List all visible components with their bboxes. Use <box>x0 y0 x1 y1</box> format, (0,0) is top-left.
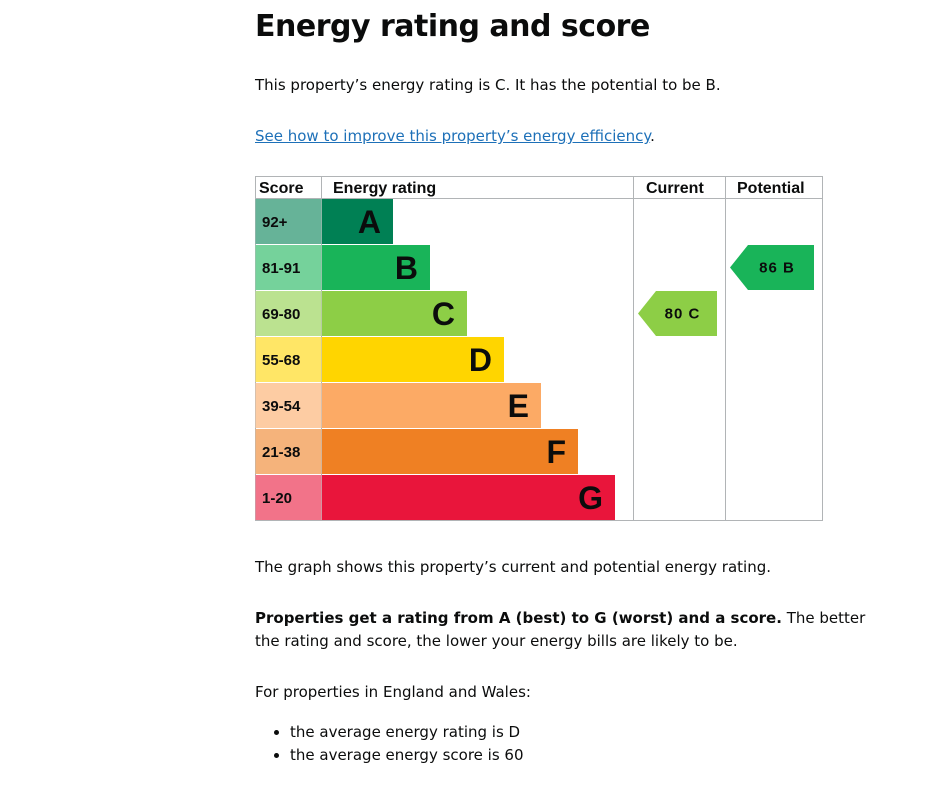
score-cell <box>255 199 322 244</box>
band-bar-g <box>322 475 615 520</box>
energy-rating-chart: Score Energy rating Current Potential 92+ A 8… <box>255 176 823 521</box>
band-bar-d <box>322 337 504 382</box>
band-bar-b <box>322 245 430 290</box>
average-intro: For properties in England and Wales: <box>255 683 531 701</box>
score-cell <box>255 291 322 336</box>
band-score-label: 92+ <box>262 214 288 231</box>
band-bar-a <box>322 199 393 244</box>
score-cell <box>255 475 322 520</box>
current-rating-arrow <box>638 291 717 336</box>
page-title: Energy rating and score <box>255 9 650 44</box>
list-item: the average energy rating is D <box>255 721 524 744</box>
band-letter: F <box>546 434 566 470</box>
improve-period: . <box>650 127 655 145</box>
band-score-label: 55-68 <box>262 352 300 369</box>
potential-rating-arrow <box>730 245 814 290</box>
header-potential: Potential <box>737 180 805 197</box>
header-score: Score <box>259 180 304 197</box>
band-score-label: 81-91 <box>262 260 300 277</box>
header-energy-rating: Energy rating <box>333 180 436 197</box>
band-letter: A <box>358 204 381 240</box>
band-score-label: 69-80 <box>262 306 300 323</box>
average-list: the average energy rating is D the avera… <box>255 721 524 767</box>
band-bar-f <box>322 429 578 474</box>
band-letter: B <box>395 250 418 286</box>
header-current: Current <box>646 180 704 197</box>
score-cell <box>255 429 322 474</box>
rating-explainer-rest-1: The better <box>781 609 866 627</box>
rating-explainer: Properties get a rating from A (best) to… <box>255 607 865 630</box>
improve-efficiency-link[interactable]: See how to improve this property’s energ… <box>255 127 651 145</box>
band-letter: C <box>432 296 455 332</box>
band-bar-c <box>322 291 467 336</box>
band-letter: G <box>578 480 603 516</box>
potential-rating-arrow-label: 86 B <box>759 260 795 277</box>
score-cell <box>255 245 322 290</box>
band-score-label: 21-38 <box>262 444 300 461</box>
band-bar-e <box>322 383 541 428</box>
rating-explainer-bold: Properties get a rating from A (best) to… <box>255 609 782 627</box>
band-letter: D <box>469 342 492 378</box>
graph-caption: The graph shows this property’s current … <box>255 558 771 576</box>
band-letter: E <box>508 388 529 424</box>
current-rating-arrow-label: 80 C <box>665 306 701 323</box>
rating-explainer-line-2: the rating and score, the lower your ene… <box>255 632 738 650</box>
band-score-label: 1-20 <box>262 490 292 507</box>
band-score-label: 39-54 <box>262 398 301 415</box>
list-item: the average energy score is 60 <box>255 744 524 767</box>
improve-paragraph: See how to improve this property’s energ… <box>255 125 655 148</box>
rating-summary: This property’s energy rating is C. It h… <box>255 76 721 94</box>
score-cell <box>255 383 322 428</box>
score-cell <box>255 337 322 382</box>
